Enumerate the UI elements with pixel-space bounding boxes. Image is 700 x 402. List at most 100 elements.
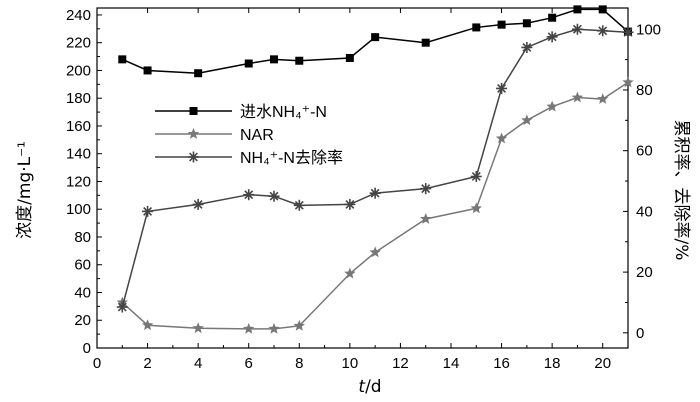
series-line-1	[121, 81, 629, 330]
series-2-point	[420, 183, 432, 195]
asterisk-stroke	[547, 32, 557, 42]
series-2-point	[597, 25, 609, 37]
y-left-tick-label: 100	[66, 201, 91, 218]
asterisk-stroke	[522, 43, 532, 52]
series-0-point	[421, 38, 430, 47]
x-tick-label: 12	[392, 355, 409, 372]
y-left-tick-label: 0	[83, 340, 91, 357]
asterisk-stroke	[244, 190, 254, 200]
asterisk-stroke	[143, 206, 153, 216]
y-right-tick-label: 0	[636, 325, 644, 342]
series-2-point	[192, 198, 204, 210]
series-0-point	[548, 13, 557, 22]
series-0-point	[598, 5, 607, 14]
x-tick-label: 6	[245, 355, 253, 372]
series-1-point	[546, 100, 558, 112]
y-left-tick-label: 60	[74, 257, 91, 274]
series-1-point	[141, 319, 154, 331]
legend-label: NH₄⁺-N去除率	[240, 149, 343, 167]
x-tick-label: 10	[342, 355, 359, 372]
series-1-point	[420, 212, 432, 224]
series-line-2	[121, 28, 629, 308]
series-2-point	[344, 198, 356, 210]
x-tick-label: 14	[443, 355, 460, 372]
series-0-point	[472, 23, 481, 32]
series-1-point	[597, 93, 609, 104]
y-axis-left-title: 浓度/mg·L⁻¹	[15, 141, 35, 239]
series-0-point	[244, 59, 253, 68]
series-2-point	[571, 23, 583, 35]
asterisk-stroke	[421, 184, 431, 194]
legend-marker	[187, 128, 200, 139]
series-1-point	[495, 132, 508, 144]
x-tick-label: 0	[93, 355, 101, 372]
x-axis-title: t/d	[358, 377, 381, 397]
asterisk-stroke	[269, 191, 279, 201]
series-2-point	[293, 199, 305, 211]
series-1-point	[268, 322, 280, 334]
y-axis-right-title: 累积率、去除率/%	[671, 120, 691, 261]
axes-layer: 0 2 4 6 8 10 12 14 16 18 2002040608010012014016018…	[66, 7, 661, 372]
legend-label: 进水NH₄⁺-N	[240, 103, 327, 121]
series-0-point	[295, 56, 304, 65]
series-2-point	[243, 189, 255, 201]
series-1-point	[243, 322, 255, 334]
y-right-tick-label: 20	[636, 264, 653, 281]
x-tick-label: 20	[594, 355, 611, 372]
series-1-point	[293, 319, 305, 331]
series-1-point	[470, 202, 482, 214]
series-0-point	[345, 53, 354, 62]
series-1-point	[521, 114, 533, 126]
y-left-tick-label: 240	[66, 7, 91, 24]
x-axis-title-variable: t	[358, 377, 366, 397]
y-right-tick-label: 100	[636, 21, 661, 38]
legend-label: NAR	[240, 127, 274, 144]
series-2-point	[470, 170, 482, 182]
legend-marker	[188, 151, 199, 163]
series-line-0	[121, 8, 629, 74]
y-left-tick-label: 40	[74, 284, 91, 301]
series-0-point	[194, 69, 203, 78]
legend-marker	[189, 107, 198, 115]
series-0-point	[522, 19, 531, 28]
x-axis-title-unit: /d	[365, 377, 382, 397]
y-left-tick-label: 200	[66, 62, 91, 79]
x-tick-label: 18	[544, 355, 561, 372]
series-layer	[116, 5, 634, 334]
x-tick-label: 16	[493, 355, 510, 372]
legend: 进水NH₄⁺-N NAR NH₄⁺-N去除率	[155, 103, 343, 167]
series-2-point	[369, 187, 381, 199]
asterisk-stroke	[598, 26, 608, 36]
y-left-tick-label: 80	[74, 229, 91, 246]
x-tick-label: 4	[194, 355, 202, 372]
x-tick-label: 2	[143, 355, 151, 372]
series-0-point	[143, 66, 152, 75]
y-left-tick-label: 120	[66, 173, 91, 190]
y-left-tick-label: 140	[66, 146, 91, 163]
y-left-tick-label: 160	[66, 118, 91, 135]
series-1-point	[622, 76, 634, 88]
asterisk-stroke	[345, 199, 355, 209]
asterisk-stroke	[189, 152, 198, 162]
y-left-tick-label: 220	[66, 35, 91, 52]
y-left-tick-label: 20	[74, 312, 91, 329]
x-tick-label: 8	[295, 355, 303, 372]
series-0-point	[371, 33, 380, 42]
asterisk-stroke	[471, 172, 481, 181]
series-0-point	[270, 55, 278, 64]
y-right-tick-label: 40	[636, 203, 653, 220]
asterisk-stroke	[117, 302, 127, 312]
asterisk-stroke	[294, 200, 304, 210]
series-1-point	[369, 246, 381, 258]
series-2-point	[521, 41, 533, 53]
y-left-tick-label: 180	[66, 90, 91, 107]
series-2-point	[496, 82, 508, 94]
asterisk-stroke	[623, 27, 633, 37]
series-1-point	[192, 322, 204, 334]
asterisk-stroke	[572, 24, 582, 34]
asterisk-stroke	[497, 83, 507, 93]
series-1-point	[571, 91, 584, 103]
series-2-point	[116, 301, 128, 313]
series-2-point	[268, 190, 280, 202]
